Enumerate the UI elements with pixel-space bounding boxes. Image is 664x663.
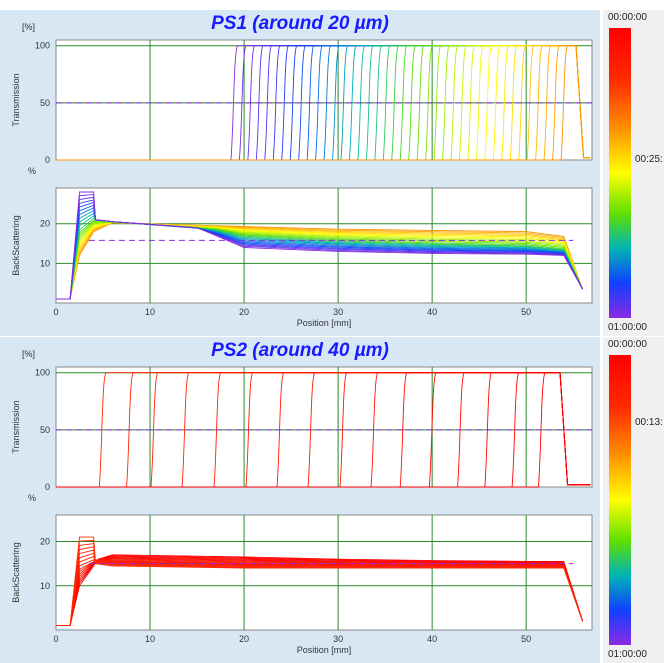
backscattering-unit-label: % bbox=[28, 493, 36, 503]
backscattering-axis-label: BackScattering bbox=[11, 215, 21, 276]
xtick-label: 50 bbox=[521, 307, 531, 317]
backscattering-ytick-label: 20 bbox=[40, 537, 50, 547]
transmission-unit-label: [%] bbox=[22, 22, 35, 32]
xtick-label: 30 bbox=[333, 307, 343, 317]
transmission-ytick-label: 0 bbox=[45, 155, 50, 165]
transmission-axis-label: Transmission bbox=[11, 400, 21, 453]
xtick-label: 10 bbox=[145, 634, 155, 644]
colorbar-gradient bbox=[609, 355, 631, 645]
transmission-plot-area bbox=[55, 366, 593, 488]
backscattering-curve bbox=[56, 191, 583, 300]
chart-svg-ps1: 050100[%]Transmission1020%BackScattering… bbox=[11, 22, 593, 328]
xtick-label: 10 bbox=[145, 307, 155, 317]
transmission-curve bbox=[56, 372, 591, 488]
transmission-curve bbox=[56, 372, 591, 488]
xtick-label: 40 bbox=[427, 634, 437, 644]
colorbar-top-label: 00:00:00 bbox=[608, 12, 647, 23]
backscattering-ytick-label: 10 bbox=[40, 581, 50, 591]
colorbar-gradient bbox=[609, 28, 631, 318]
xtick-label: 20 bbox=[239, 634, 249, 644]
colorbar-mid-label: 00:13: bbox=[635, 417, 663, 428]
transmission-ytick-label: 50 bbox=[40, 425, 50, 435]
transmission-curve bbox=[56, 45, 591, 161]
transmission-curve bbox=[56, 372, 591, 488]
transmission-unit-label: [%] bbox=[22, 349, 35, 359]
chart-title: PS1 (around 20 µm) bbox=[211, 13, 389, 34]
backscattering-unit-label: % bbox=[28, 166, 36, 176]
x-axis-label: Position [mm] bbox=[297, 318, 352, 328]
chart-title: PS2 (around 40 µm) bbox=[211, 340, 389, 361]
transmission-curve bbox=[56, 45, 591, 161]
chart-panel-ps1: PS1 (around 20 µm) 0 50 100 [%] Transmission… bbox=[0, 10, 600, 336]
transmission-curve bbox=[56, 372, 591, 488]
xtick-label: 0 bbox=[53, 307, 58, 317]
colorbar-top-label: 00:00:00 bbox=[608, 339, 647, 350]
transmission-curve bbox=[56, 45, 591, 161]
backscattering-plot-area bbox=[55, 514, 593, 631]
chart-panel-ps2: PS2 (around 40 µm) 0 50 100 [%] Transmission… bbox=[0, 337, 600, 663]
xtick-label: 20 bbox=[239, 307, 249, 317]
xtick-label: 30 bbox=[333, 634, 343, 644]
backscattering-axis-label: BackScattering bbox=[11, 542, 21, 603]
colorbar-bottom-label: 01:00:00 bbox=[608, 322, 647, 333]
backscattering-curve bbox=[56, 536, 584, 627]
colorbar-ps2: 00:00:00 00:13: 01:00:00 bbox=[603, 337, 664, 663]
transmission-curve bbox=[56, 45, 591, 161]
backscattering-ytick-label: 20 bbox=[40, 219, 50, 229]
transmission-ytick-label: 100 bbox=[35, 41, 50, 51]
transmission-curve bbox=[56, 372, 591, 488]
transmission-ytick-label: 50 bbox=[40, 98, 50, 108]
transmission-curve bbox=[56, 45, 591, 161]
colorbar-bottom-label: 01:00:00 bbox=[608, 649, 647, 660]
transmission-axis-label: Transmission bbox=[11, 73, 21, 126]
backscattering-ytick-label: 10 bbox=[40, 258, 50, 268]
colorbar-ps1: 00:00:00 00:25: 01:00:00 bbox=[603, 10, 664, 336]
transmission-ytick-label: 100 bbox=[35, 368, 50, 378]
xtick-label: 50 bbox=[521, 634, 531, 644]
x-axis-label: Position [mm] bbox=[297, 645, 352, 655]
xtick-label: 40 bbox=[427, 307, 437, 317]
transmission-ytick-label: 0 bbox=[45, 482, 50, 492]
transmission-curve bbox=[56, 372, 591, 488]
colorbar-mid-label: 00:25: bbox=[635, 154, 663, 165]
xtick-label: 0 bbox=[53, 634, 58, 644]
chart-svg-ps2: 050100[%]Transmission1020%BackScattering… bbox=[11, 349, 593, 655]
